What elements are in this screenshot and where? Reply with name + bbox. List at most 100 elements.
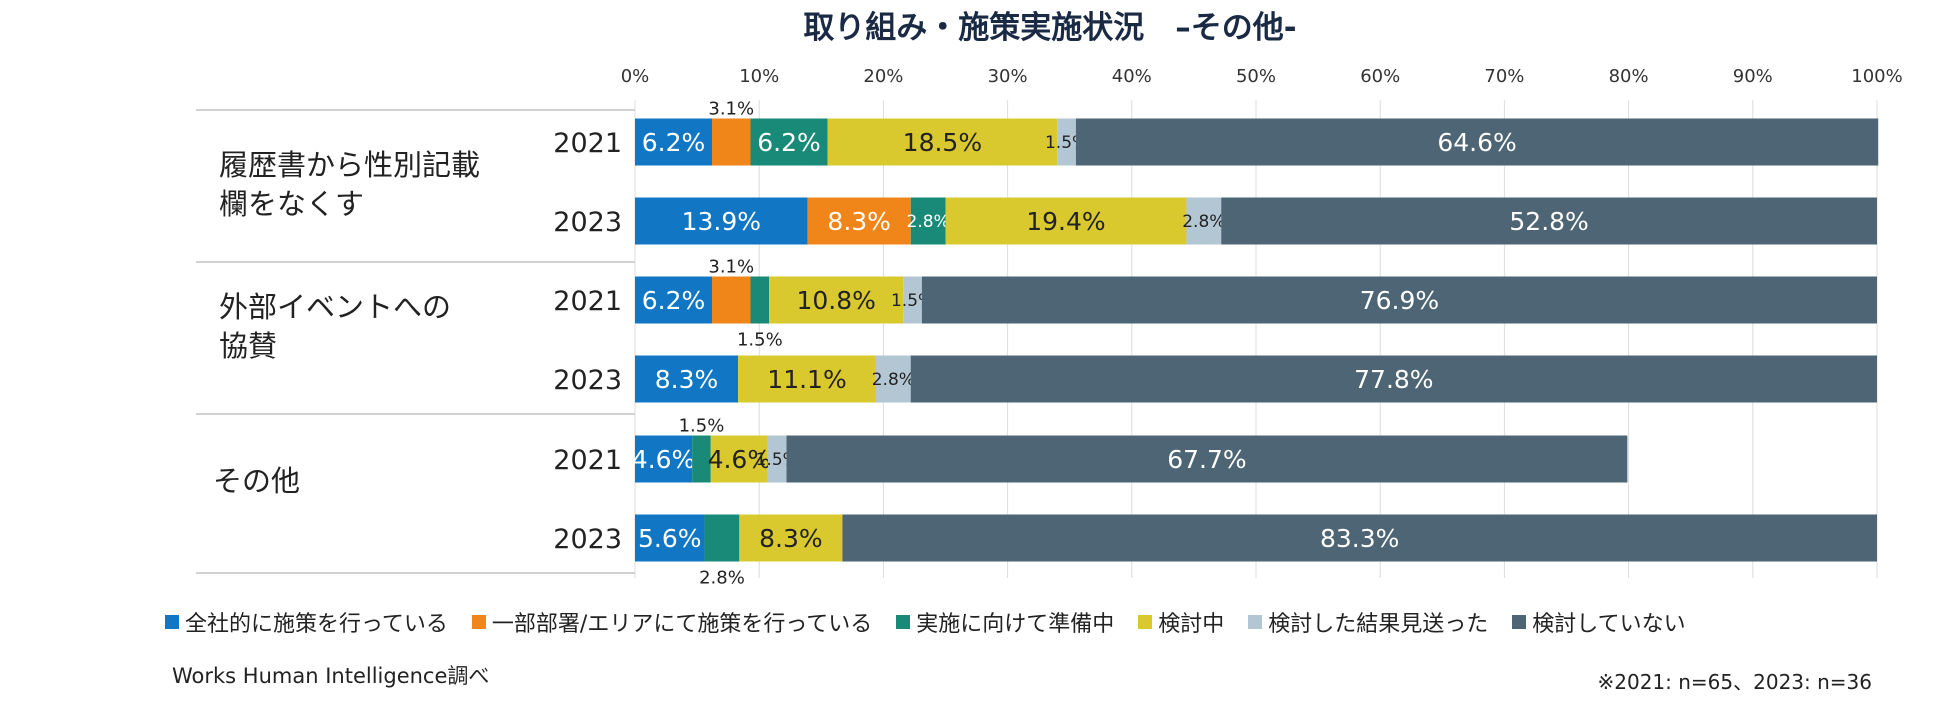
x-tick-label: 40% <box>1112 66 1152 87</box>
data-label: 11.1% <box>767 365 846 394</box>
bar-segment <box>704 514 740 562</box>
legend-item: 一部部署/エリアにて施策を行っている <box>471 606 873 638</box>
group-label: 履歴書から性別記載 <box>219 148 480 182</box>
x-tick-label: 80% <box>1609 66 1649 87</box>
data-label: 1.5% <box>679 416 725 437</box>
legend-swatch <box>896 615 911 629</box>
data-label: 83.3% <box>1320 524 1399 553</box>
legend-label: 一部部署/エリアにて施策を行っている <box>491 612 873 637</box>
bar-segment <box>635 355 739 403</box>
sample-size-note: ※2021: n=65、2023: n=36 <box>1597 670 1872 694</box>
bar-segment <box>635 118 713 166</box>
data-label: 67.7% <box>1167 445 1246 474</box>
bar-segment <box>903 276 922 324</box>
group-label: 外部イベントへの <box>219 290 451 324</box>
bar-segment <box>875 355 911 403</box>
legend-label: 全社的に施策を行っている <box>185 612 448 637</box>
bar-segment <box>712 276 751 324</box>
data-label: 6.2% <box>757 128 821 157</box>
data-label: 10.8% <box>796 286 875 315</box>
bar-segment <box>635 197 808 245</box>
data-label: 2.8% <box>907 212 950 232</box>
bar-segment <box>692 435 711 483</box>
data-label: 2.8% <box>1182 212 1225 232</box>
data-label: 8.3% <box>759 524 823 553</box>
chart-title: 取り組み・施策実施状況 –その他- <box>803 10 1296 46</box>
bar-segment <box>921 276 1877 324</box>
legend: 全社的に施策を行っている 一部部署/エリアにて施策を行っている 実施に向けて準備中 検… <box>165 606 1710 638</box>
bar-segment <box>750 276 770 324</box>
legend-label: 検討中 <box>1158 612 1225 637</box>
x-tick-label: 50% <box>1236 66 1276 87</box>
data-label: 2.8% <box>872 370 915 390</box>
year-label: 2021 <box>553 445 622 476</box>
source-text: Works Human Intelligence調べ <box>172 664 490 688</box>
bar-segment <box>635 276 713 324</box>
data-label: 6.2% <box>642 286 706 315</box>
bar-segment <box>635 435 693 483</box>
bar-segment <box>945 197 1187 245</box>
data-label: 1.5% <box>737 330 783 351</box>
legend-item: 検討中 <box>1138 606 1224 638</box>
group-label: 欄をなくす <box>219 187 364 221</box>
group-label: 協賛 <box>219 329 277 363</box>
bar-segment <box>842 514 1877 562</box>
data-label: 52.8% <box>1509 207 1588 236</box>
data-label: 4.6% <box>708 445 772 474</box>
bar-segment <box>635 514 705 562</box>
bar-segment <box>712 118 751 166</box>
legend-item: 全社的に施策を行っている <box>165 606 448 638</box>
data-label: 8.3% <box>827 207 891 236</box>
data-label: 76.9% <box>1360 286 1439 315</box>
x-tick-label: 100% <box>1851 66 1902 87</box>
data-label: 64.6% <box>1437 128 1516 157</box>
bar-segment <box>1075 118 1879 166</box>
bar-segment <box>767 435 787 483</box>
year-label: 2023 <box>553 207 622 238</box>
year-label: 2023 <box>553 524 622 555</box>
legend-item: 実施に向けて準備中 <box>896 606 1114 638</box>
x-tick-label: 90% <box>1733 66 1773 87</box>
data-label: 3.1% <box>708 257 754 278</box>
bar-segment <box>710 435 768 483</box>
legend-item: 検討した結果見送った <box>1248 606 1488 638</box>
year-label: 2021 <box>553 286 622 317</box>
data-label: 13.9% <box>682 207 761 236</box>
data-label: 5.6% <box>638 524 702 553</box>
data-label: 77.8% <box>1354 365 1433 394</box>
legend-swatch <box>165 615 179 629</box>
data-label: 3.1% <box>708 99 754 120</box>
data-label: 18.5% <box>903 128 982 157</box>
bar-segment <box>1186 197 1222 245</box>
data-label: 8.3% <box>655 365 719 394</box>
legend-label: 検討した結果見送った <box>1268 612 1489 637</box>
bar-segment <box>910 197 946 245</box>
bar-segment <box>769 276 904 324</box>
legend-swatch <box>471 615 486 629</box>
bar-segment <box>738 355 876 403</box>
legend-label: 実施に向けて準備中 <box>916 612 1115 637</box>
legend-item: 検討していない <box>1512 606 1686 638</box>
x-tick-label: 30% <box>988 66 1028 87</box>
x-tick-label: 0% <box>621 66 650 87</box>
year-label: 2023 <box>553 365 622 396</box>
data-label: 19.4% <box>1026 207 1105 236</box>
data-label: 6.2% <box>642 128 706 157</box>
legend-swatch <box>1248 615 1263 629</box>
x-tick-label: 70% <box>1484 66 1524 87</box>
x-tick-label: 10% <box>739 66 779 87</box>
data-label: 4.6% <box>632 445 696 474</box>
bar-segment <box>1221 197 1877 245</box>
legend-swatch <box>1512 615 1527 629</box>
bar-segment <box>739 514 843 562</box>
x-tick-label: 60% <box>1360 66 1400 87</box>
data-label: 2.8% <box>699 568 745 589</box>
bar-segment <box>1057 118 1076 166</box>
bar-segment <box>807 197 911 245</box>
year-label: 2021 <box>553 128 622 159</box>
group-label: その他 <box>213 464 300 498</box>
x-tick-label: 20% <box>863 66 903 87</box>
bar-segment <box>750 118 828 166</box>
bar-segment <box>827 118 1058 166</box>
